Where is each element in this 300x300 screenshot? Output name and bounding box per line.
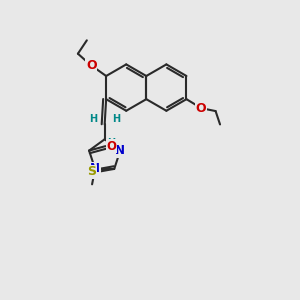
Text: O: O [86, 59, 97, 72]
Text: O: O [106, 140, 116, 153]
Text: O: O [195, 102, 206, 115]
Text: S: S [88, 165, 97, 178]
Text: N: N [115, 144, 125, 157]
Text: H: H [112, 114, 120, 124]
Text: N: N [90, 162, 100, 176]
Text: H: H [89, 114, 98, 124]
Text: H: H [107, 138, 116, 148]
